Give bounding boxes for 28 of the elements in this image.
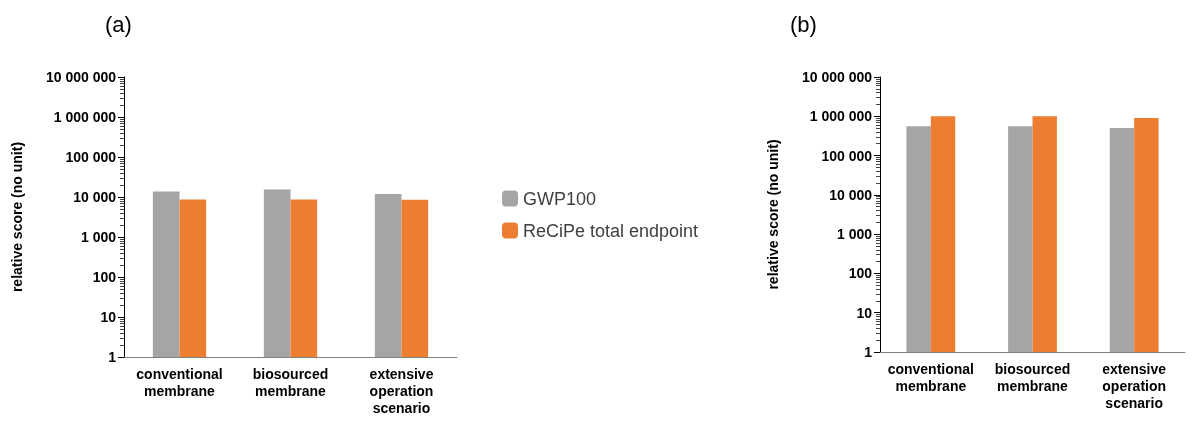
y-tick-label: 1	[864, 344, 873, 360]
y-tick-label: 100	[848, 265, 873, 282]
y-tick-label: 1	[108, 349, 117, 365]
y-tick-label: 1 000 000	[53, 109, 117, 125]
y-tick-label: 1 000 000	[809, 108, 873, 125]
y-axis-title: relative score (no unit)	[9, 141, 25, 293]
y-tick-label: 10	[100, 309, 117, 325]
x-tick-label: conventional membrane	[136, 365, 223, 399]
y-tick-label: 10	[856, 304, 873, 321]
y-tick-label: 10 000 000	[45, 69, 117, 85]
chart-title: (a)	[105, 11, 132, 37]
y-tick-label: 10 000 000	[801, 69, 873, 85]
legend-label: GWP100	[523, 188, 597, 209]
y-tick-label: 1 000	[836, 226, 873, 243]
y-tick-label: 100 000	[65, 149, 117, 165]
y-tick-label: 10 000	[73, 189, 117, 205]
y-tick-label: 100 000	[821, 147, 873, 164]
y-tick-label: 1 000	[80, 229, 117, 245]
y-tick-label: 10 000	[829, 186, 873, 203]
x-tick-label: biosourced membrane	[994, 360, 1071, 394]
chart-title: (b)	[790, 11, 817, 37]
x-tick-label: biosourced membrane	[252, 365, 329, 399]
legend-label: ReCiPe total endpoint	[523, 220, 699, 241]
x-tick-label: extensive operation scenario	[1102, 360, 1167, 411]
x-tick-label: extensive operation scenario	[369, 365, 434, 416]
x-tick-label: conventional membrane	[887, 360, 975, 394]
y-tick-label: 100	[92, 269, 117, 285]
y-axis-title: relative score (no unit)	[765, 139, 781, 290]
